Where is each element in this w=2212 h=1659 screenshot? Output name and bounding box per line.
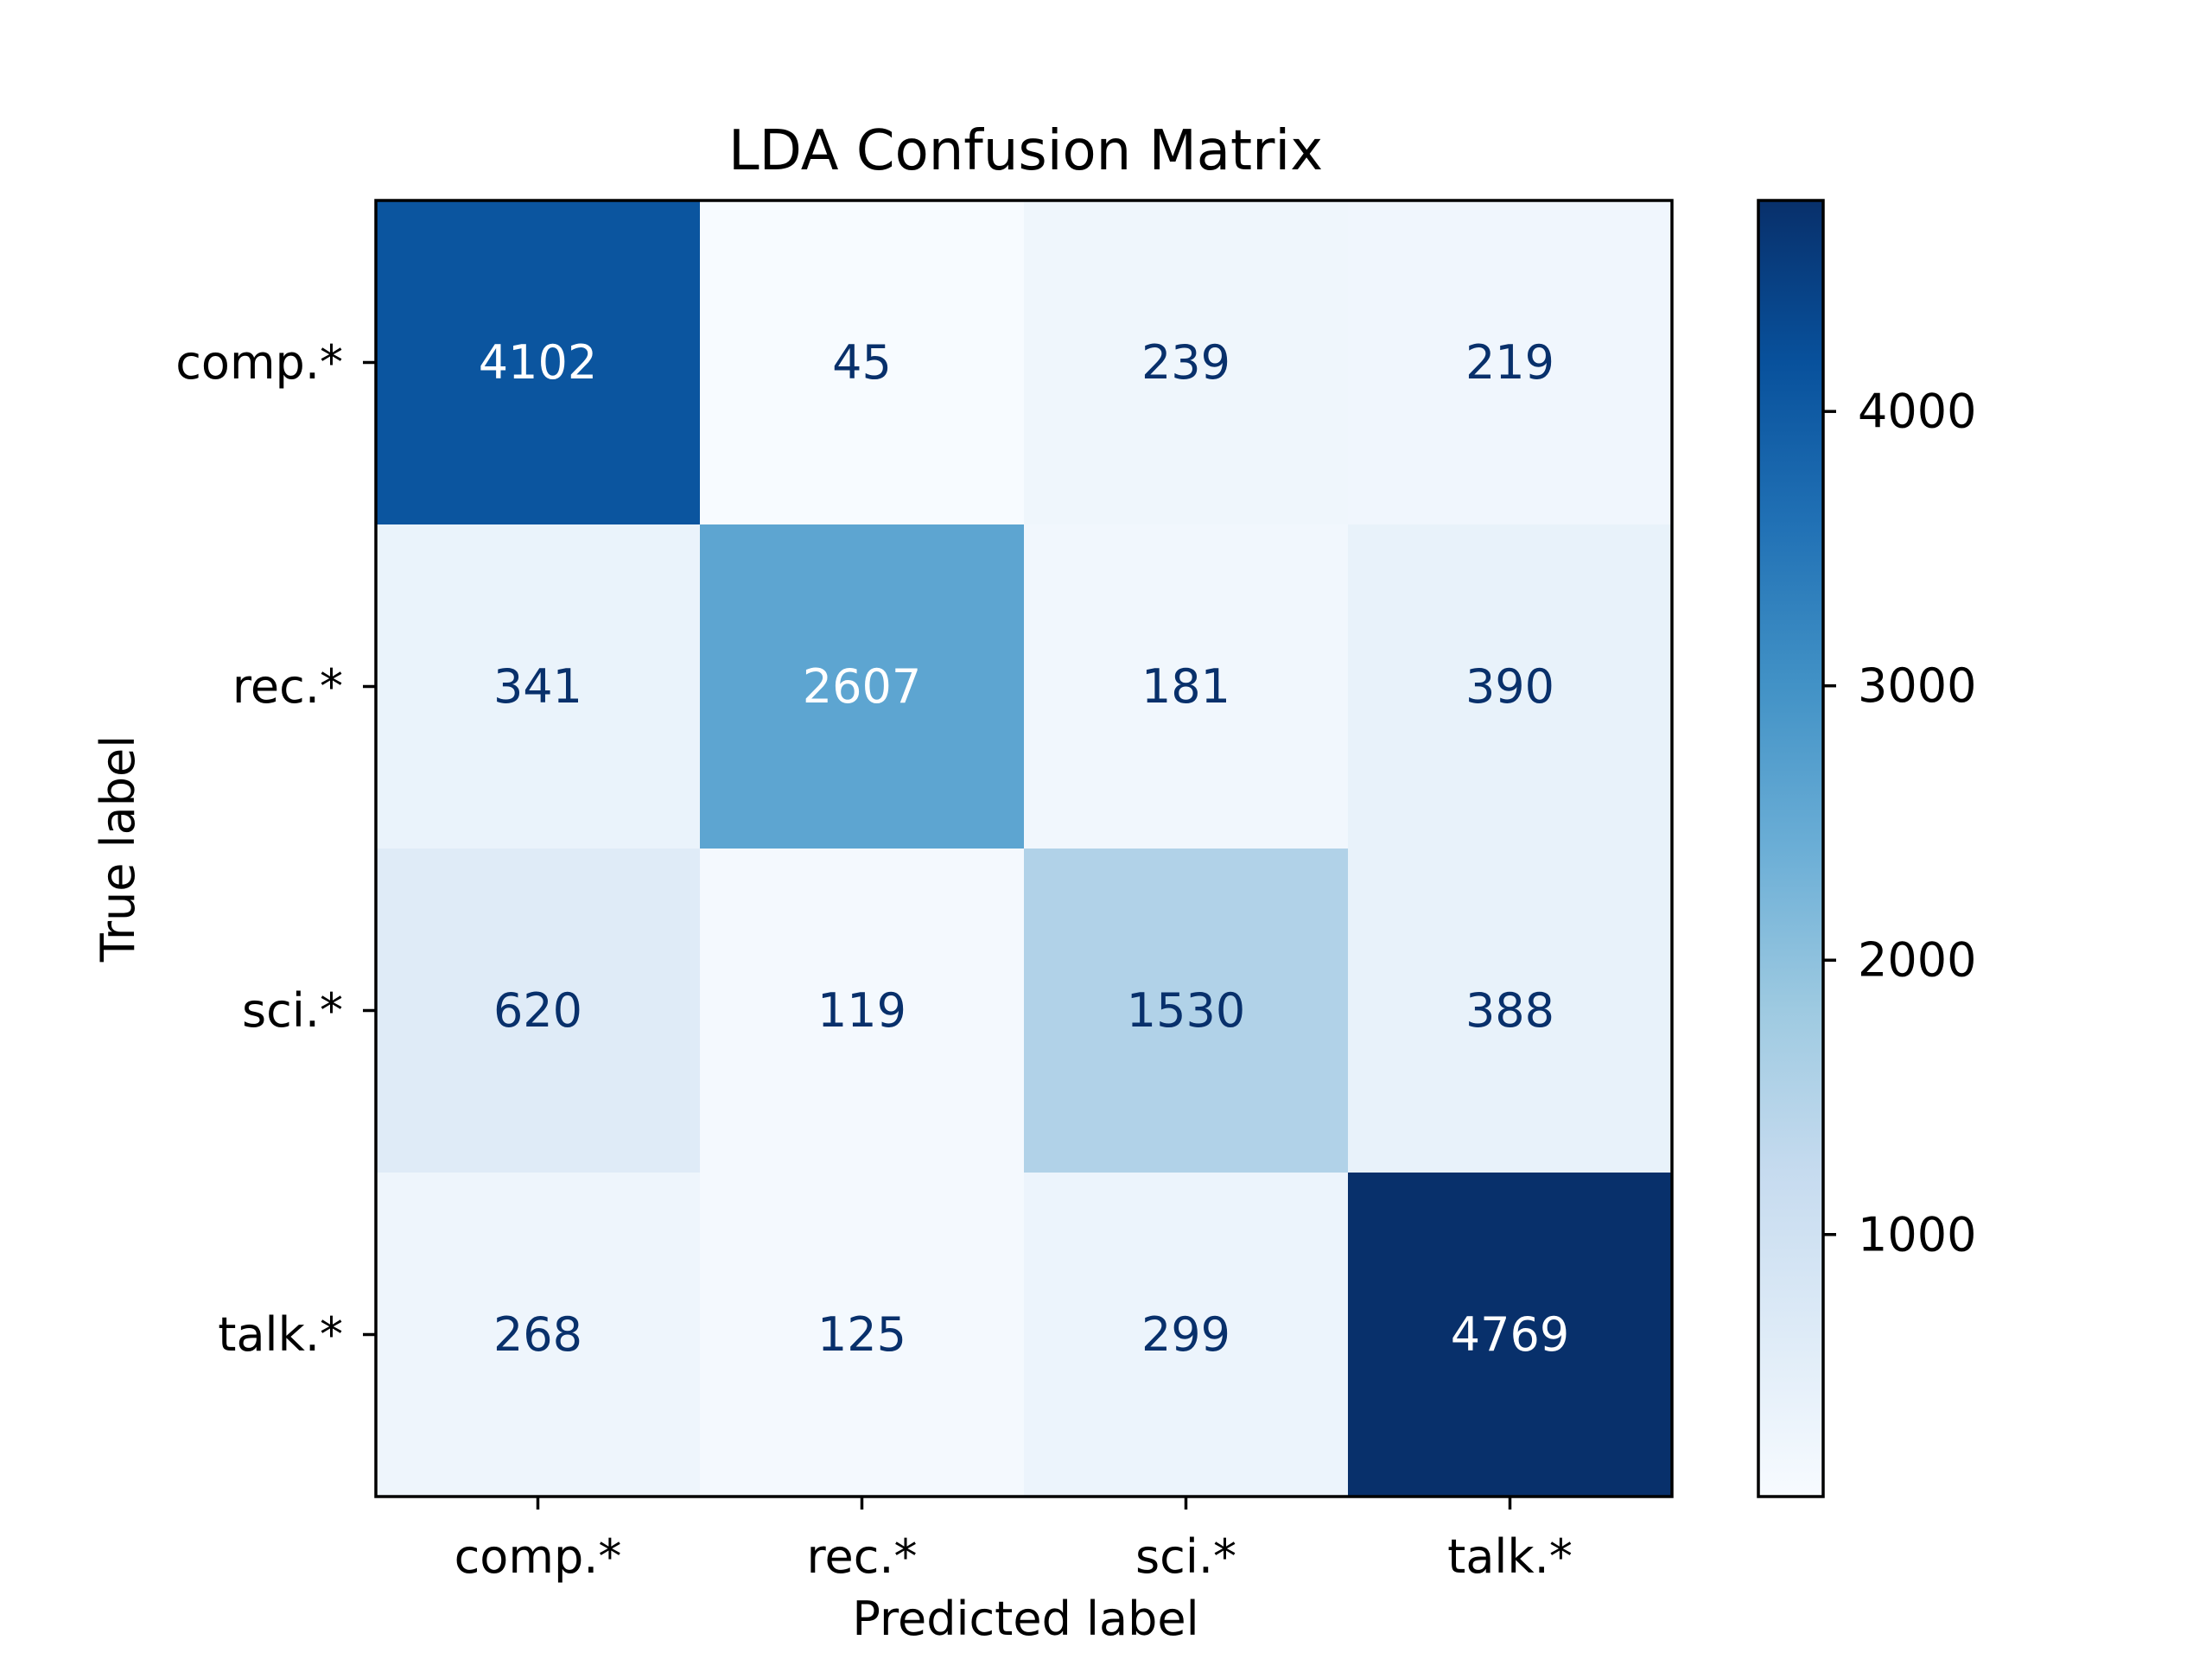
- colorbar-tick-label: 4000: [1858, 385, 1976, 439]
- y-tick-label: rec.*: [232, 659, 343, 714]
- cell-value-label: 341: [493, 659, 582, 714]
- chart-title: LDA Confusion Matrix: [728, 119, 1323, 183]
- cell-value-label: 125: [817, 1307, 906, 1362]
- heatmap-cell: [1348, 524, 1673, 849]
- y-axis-ticks: comp.* rec.* sci.* talk.*: [175, 335, 376, 1362]
- cell-value-label: 181: [1141, 659, 1230, 714]
- cell-value-label: 4102: [479, 335, 597, 390]
- heatmap-cell: [700, 849, 1025, 1173]
- cell-value-label: 1530: [1127, 983, 1245, 1038]
- heatmap-cell: [700, 524, 1025, 849]
- cell-value-label: 119: [817, 983, 906, 1038]
- heatmap-cell: [376, 200, 701, 525]
- x-tick-label: sci.*: [1135, 1529, 1236, 1584]
- heatmap-cell: [1348, 1173, 1673, 1497]
- y-tick-label: comp.*: [175, 335, 343, 390]
- x-tick-label: comp.*: [454, 1529, 622, 1584]
- heatmap-cell: [1348, 849, 1673, 1173]
- y-tick-label: sci.*: [242, 983, 343, 1038]
- heatmap-cell: [376, 1173, 701, 1497]
- heatmap-cell: [1024, 849, 1349, 1173]
- cell-value-label: 239: [1141, 335, 1230, 390]
- cell-value-label: 45: [832, 335, 892, 390]
- heatmap-cell: [1348, 200, 1673, 525]
- colorbar-tick-label: 3000: [1858, 658, 1976, 713]
- cell-value-label: 620: [493, 983, 582, 1038]
- cell-value-label: 390: [1465, 659, 1554, 714]
- plot-frame: [374, 199, 1674, 1498]
- colorbar-ticks: 1000 2000 3000 4000: [1823, 385, 1976, 1262]
- y-axis-label: True label: [91, 735, 145, 963]
- cell-value-label: 219: [1465, 335, 1554, 390]
- heatmap-cell-labels: 4102 45 239 219 341 2607 181 390 620 119 1530 388 26…: [479, 335, 1569, 1362]
- x-tick-label: talk.*: [1447, 1529, 1573, 1584]
- colorbar-tick-label: 1000: [1858, 1207, 1976, 1262]
- heatmap-cell: [1024, 1173, 1349, 1497]
- heatmap-cell: [700, 200, 1025, 525]
- colorbar-frame: [1757, 199, 1825, 1498]
- colorbar: [1758, 200, 1823, 1497]
- heatmap-cell: [1024, 200, 1349, 525]
- cell-value-label: 268: [493, 1307, 582, 1362]
- cell-value-label: 388: [1465, 983, 1554, 1038]
- x-tick-label: rec.*: [806, 1529, 917, 1584]
- x-axis-label: Predicted label: [852, 1592, 1198, 1646]
- x-axis-ticks: comp.* rec.* sci.* talk.*: [454, 1497, 1573, 1584]
- heatmap-cells: [376, 200, 1673, 1497]
- heatmap-cell: [376, 849, 701, 1173]
- cell-value-label: 2607: [803, 659, 921, 714]
- cell-value-label: 4769: [1451, 1307, 1569, 1362]
- cell-value-label: 299: [1141, 1307, 1230, 1362]
- colorbar-tick-label: 2000: [1858, 933, 1976, 988]
- y-tick-label: talk.*: [218, 1307, 343, 1362]
- heatmap-cell: [376, 524, 701, 849]
- heatmap-cell: [700, 1173, 1025, 1497]
- heatmap-cell: [1024, 524, 1349, 849]
